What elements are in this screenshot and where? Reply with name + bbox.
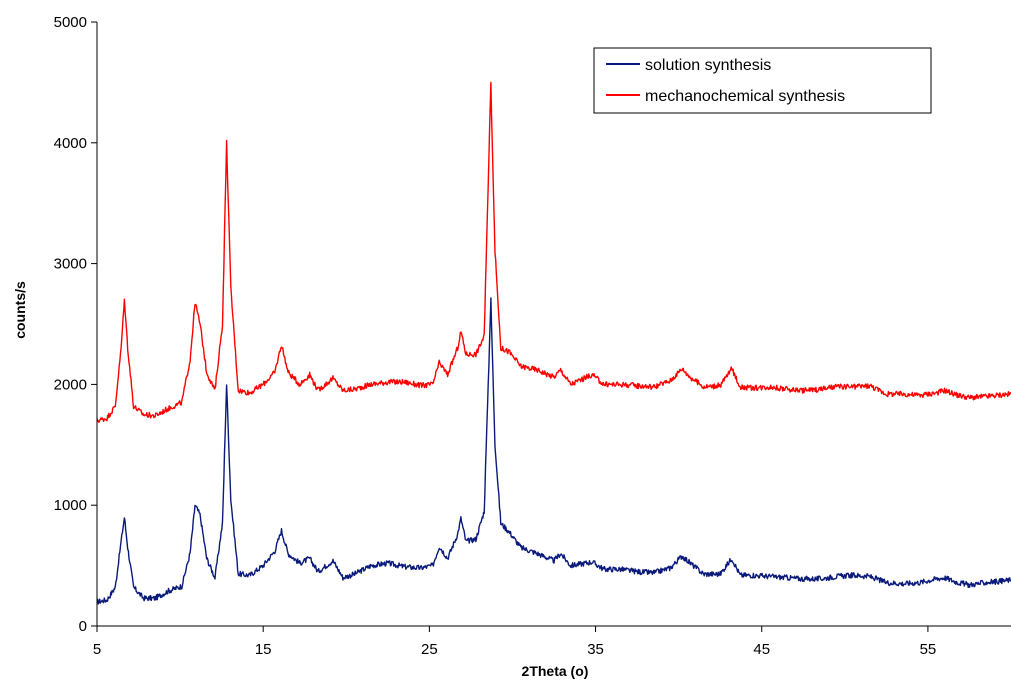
y-axis-title: counts/s <box>12 281 28 339</box>
x-tick-label: 25 <box>421 641 438 658</box>
x-axis-ticks: 5 15 25 35 45 55 <box>93 626 936 658</box>
legend: solution synthesis mechanochemical synth… <box>593 47 932 114</box>
x-tick-label: 35 <box>587 641 604 658</box>
x-tick-label: 5 <box>93 641 101 658</box>
series-layer <box>96 81 1011 605</box>
y-tick-label: 3000 <box>54 256 87 273</box>
series-line-mechanochemical-synthesis <box>96 81 1011 423</box>
y-tick-label: 4000 <box>54 135 87 152</box>
x-tick-label: 55 <box>920 641 937 658</box>
y-tick-label: 0 <box>79 618 87 635</box>
plot-area: 0 1000 2000 3000 4000 5000 5 15 25 35 45 55 <box>54 14 1011 658</box>
x-tick-label: 15 <box>255 641 272 658</box>
x-tick-label: 45 <box>753 641 770 658</box>
legend-box <box>593 47 932 114</box>
x-axis-title: 2Theta (o) <box>522 663 589 679</box>
legend-label-mechanochemical-synthesis: mechanochemical synthesis <box>645 88 845 105</box>
y-tick-label: 1000 <box>54 497 87 514</box>
y-tick-label: 2000 <box>54 376 87 393</box>
y-axis-ticks: 0 1000 2000 3000 4000 5000 <box>54 14 97 635</box>
series-line-solution-synthesis <box>96 297 1011 605</box>
legend-label-solution-synthesis: solution synthesis <box>645 57 771 74</box>
y-tick-label: 5000 <box>54 14 87 31</box>
